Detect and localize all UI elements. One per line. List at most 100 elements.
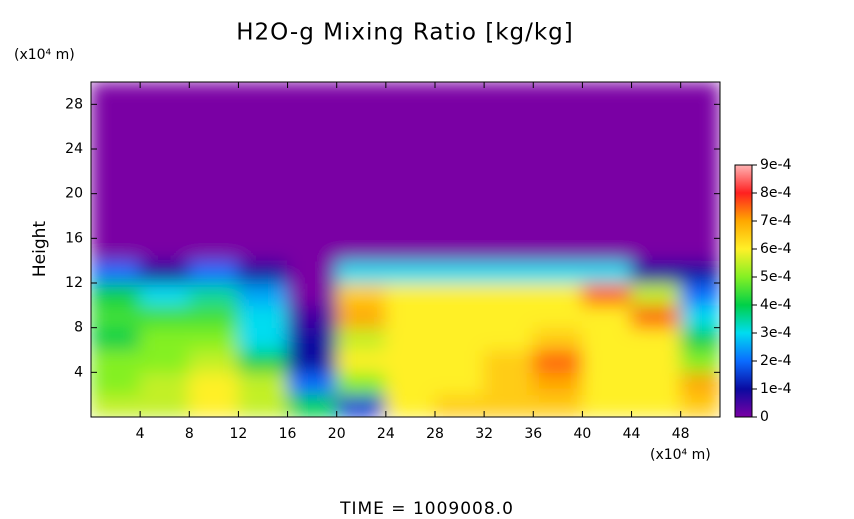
cell	[336, 103, 387, 128]
field	[91, 82, 720, 417]
cell	[287, 126, 338, 150]
cell	[91, 170, 141, 195]
cell	[483, 304, 534, 329]
cell	[188, 304, 239, 329]
cell	[139, 282, 190, 306]
cell	[581, 327, 633, 351]
cell	[631, 349, 682, 373]
cell	[139, 327, 190, 351]
cell	[336, 215, 387, 239]
cell	[91, 148, 141, 172]
y-tick-label: 12	[65, 275, 83, 291]
cell	[434, 304, 485, 329]
cell	[680, 327, 720, 351]
cell	[139, 193, 190, 217]
cell	[532, 394, 583, 417]
cell	[483, 103, 534, 128]
plot-frame	[90, 81, 721, 418]
cell	[385, 282, 436, 306]
cell	[385, 215, 436, 239]
y-tick-label: 4	[74, 364, 83, 380]
x-tick-label: 40	[573, 426, 591, 442]
cell	[385, 103, 436, 128]
cell	[581, 304, 633, 329]
cell	[287, 193, 338, 217]
cell	[139, 394, 190, 417]
x-tick-label: 24	[377, 426, 395, 442]
cell	[434, 215, 485, 239]
x-unit: (x10⁴ m)	[650, 447, 711, 463]
cell	[91, 193, 141, 217]
colorbar-label: 9e-4	[760, 157, 792, 173]
cell	[631, 148, 682, 172]
cell	[385, 304, 436, 329]
cell	[139, 304, 190, 329]
cell	[188, 103, 239, 128]
x-tick-label: 36	[524, 426, 542, 442]
cell	[434, 282, 485, 306]
cell	[581, 148, 633, 172]
cell	[91, 371, 141, 396]
cell	[139, 170, 190, 195]
y-axis-label: Height	[30, 221, 50, 278]
cell	[532, 371, 583, 396]
cell	[434, 260, 485, 284]
cell	[336, 260, 387, 284]
cell	[139, 148, 190, 172]
cell	[188, 215, 239, 239]
cell	[237, 282, 289, 306]
cell	[237, 82, 289, 105]
cell	[532, 126, 583, 150]
cell	[237, 349, 289, 373]
cell	[91, 282, 141, 306]
cell	[91, 215, 141, 239]
cell	[434, 148, 485, 172]
cell	[91, 126, 141, 150]
cell	[91, 237, 141, 262]
cell	[237, 148, 289, 172]
cell	[434, 103, 485, 128]
cell	[139, 260, 190, 284]
x-tick-label: 28	[426, 426, 444, 442]
cell	[188, 282, 239, 306]
cell	[336, 193, 387, 217]
y-tick-label: 24	[65, 141, 83, 157]
cell	[581, 371, 633, 396]
cell	[581, 193, 633, 217]
cell	[91, 394, 141, 417]
cell	[139, 371, 190, 396]
cell	[631, 215, 682, 239]
cell	[385, 126, 436, 150]
cell	[581, 349, 633, 373]
cell	[631, 371, 682, 396]
cell	[483, 237, 534, 262]
cell	[188, 371, 239, 396]
cell	[680, 282, 720, 306]
cell	[237, 237, 289, 262]
colorbar-label: 3e-4	[760, 325, 792, 341]
y-tick-label: 20	[65, 186, 83, 202]
cell	[680, 82, 720, 105]
cell	[139, 103, 190, 128]
cell	[680, 126, 720, 150]
cell	[483, 126, 534, 150]
cell	[139, 126, 190, 150]
cell	[631, 237, 682, 262]
cell	[483, 371, 534, 396]
cell	[336, 327, 387, 351]
cell	[188, 327, 239, 351]
cell	[91, 349, 141, 373]
colorbar-label: 2e-4	[760, 353, 792, 369]
cell	[287, 237, 338, 262]
cell	[188, 170, 239, 195]
cell	[434, 193, 485, 217]
cell	[581, 215, 633, 239]
cell	[631, 260, 682, 284]
x-tick-label: 12	[230, 426, 248, 442]
cell	[631, 126, 682, 150]
y-unit: (x10⁴ m)	[14, 47, 75, 63]
colorbar	[734, 164, 753, 418]
cell	[385, 148, 436, 172]
cell	[91, 260, 141, 284]
cell	[532, 82, 583, 105]
